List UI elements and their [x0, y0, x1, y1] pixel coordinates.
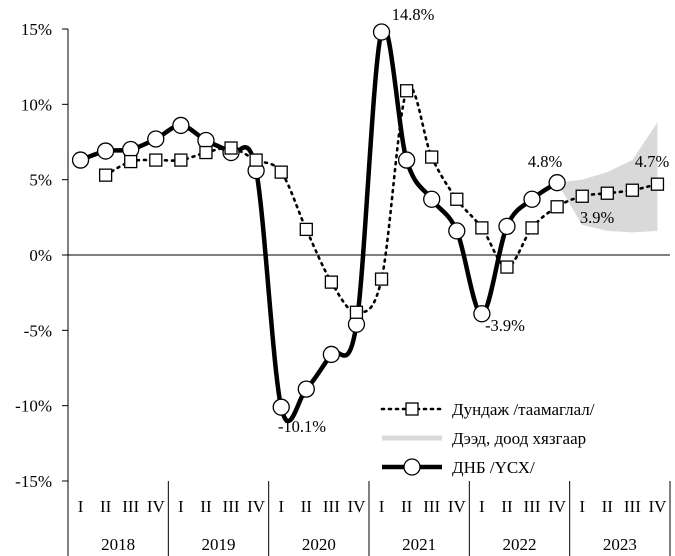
- x-quarter-label: I: [278, 497, 284, 516]
- x-quarter-label: II: [301, 497, 313, 516]
- average-forecast-point: [249, 153, 263, 167]
- y-tick-label: -15%: [15, 472, 52, 491]
- average-forecast-point: [174, 153, 188, 167]
- average-forecast-point: [224, 141, 238, 155]
- gdp-point: [96, 142, 115, 160]
- y-tick-label: -5%: [24, 321, 52, 340]
- x-quarter-label: III: [624, 497, 641, 516]
- gdp-point: [423, 190, 441, 208]
- x-quarter-label: II: [602, 497, 614, 516]
- x-quarter-label: I: [579, 497, 585, 516]
- gdp-point: [322, 345, 341, 364]
- forecast-range-band: [557, 122, 658, 233]
- gdp-point: [548, 174, 566, 192]
- legend-label: Дээд, доод хязгаар: [452, 429, 586, 448]
- x-quarter-label: IV: [147, 497, 166, 516]
- data-label: -3.9%: [485, 316, 525, 335]
- x-year-label: 2021: [402, 535, 436, 554]
- gdp-point: [473, 305, 491, 323]
- gdp-point: [147, 130, 165, 148]
- x-quarter-label: IV: [448, 497, 467, 516]
- data-label: 14.8%: [392, 5, 435, 24]
- x-quarter-label: I: [379, 497, 385, 516]
- y-tick-label: 0%: [29, 246, 52, 265]
- average-forecast-point: [324, 275, 339, 289]
- average-forecast-point: [475, 221, 489, 235]
- gdp-point: [71, 151, 90, 169]
- average-forecast-point: [349, 305, 364, 319]
- gdp-point: [448, 222, 466, 240]
- average-forecast-point: [600, 186, 614, 200]
- average-forecast-point: [650, 177, 665, 191]
- legend-swatch-marker: [403, 458, 421, 476]
- average-forecast-point: [575, 189, 589, 203]
- average-forecast-point: [199, 145, 213, 160]
- average-forecast-point: [374, 272, 389, 286]
- x-quarter-label: IV: [347, 497, 366, 516]
- x-year-label: 2023: [603, 535, 637, 554]
- legend-item-average-forecast: Дундаж /таамаглал/: [380, 400, 595, 419]
- x-quarter-label: II: [100, 497, 112, 516]
- average-forecast-point: [500, 260, 514, 274]
- y-tick-label: 5%: [29, 171, 52, 190]
- x-quarter-label: IV: [548, 497, 567, 516]
- x-quarter-label: III: [524, 497, 541, 516]
- average-forecast-point: [149, 153, 163, 167]
- legend-item-range-band: Дээд, доод хязгаар: [382, 429, 586, 448]
- x-quarter-label: II: [200, 497, 212, 516]
- gdp-point: [372, 23, 391, 41]
- gdp-point: [498, 217, 516, 236]
- x-quarter-label: III: [122, 497, 139, 516]
- series-gdp: [71, 23, 566, 424]
- y-tick-label: 10%: [21, 95, 52, 114]
- x-year-label: 2018: [101, 535, 135, 554]
- data-label: 3.9%: [580, 208, 615, 227]
- x-quarter-label: III: [223, 497, 240, 516]
- axes: [62, 28, 670, 482]
- series-average-forecast: [98, 84, 665, 319]
- x-quarter-label: III: [323, 497, 340, 516]
- x-quarter-label: I: [78, 497, 84, 516]
- average-forecast-point: [299, 222, 313, 237]
- average-forecast-point: [450, 192, 464, 206]
- gdp-point: [297, 380, 315, 398]
- x-quarter-label: II: [501, 497, 513, 516]
- data-label: 4.8%: [528, 152, 563, 171]
- legend-label: Дундаж /таамаглал/: [452, 400, 595, 419]
- average-forecast-point: [550, 200, 564, 214]
- x-year-label: 2020: [302, 535, 336, 554]
- average-forecast-point: [124, 154, 138, 169]
- gdp-point: [172, 116, 190, 135]
- average-forecast-point: [525, 221, 539, 235]
- data-label: 4.7%: [635, 152, 670, 171]
- legend-label: ДНБ /ҮСХ/: [452, 458, 535, 477]
- gdp-point: [397, 151, 416, 169]
- x-quarter-label: II: [401, 497, 413, 516]
- x-quarter-label: IV: [648, 497, 667, 516]
- average-forecast-point: [274, 165, 288, 179]
- legend-item-gdp: ДНБ /ҮСХ/: [382, 458, 535, 477]
- legend-swatch-marker: [405, 402, 419, 416]
- average-forecast-point: [399, 84, 414, 98]
- x-quarter-label: I: [178, 497, 184, 516]
- gdp-point: [272, 398, 290, 416]
- x-year-label: 2019: [202, 535, 236, 554]
- average-forecast-point: [425, 150, 439, 164]
- data-annotations: 14.8% 4.8% 4.7% 3.9% -3.9% -10.1%: [278, 5, 670, 436]
- average-forecast-point: [625, 183, 640, 197]
- legend: Дундаж /таамаглал/Дээд, доод хязгаар ДНБ …: [380, 400, 595, 477]
- x-quarter-label: III: [423, 497, 440, 516]
- x-year-label: 2022: [503, 535, 537, 554]
- x-quarter-label: IV: [247, 497, 266, 516]
- data-label: -10.1%: [278, 417, 326, 436]
- average-forecast-point: [98, 168, 113, 182]
- y-tick-label: 15%: [21, 20, 52, 39]
- y-axis-tick-labels: 15% 10% 5% 0% -5% -10% -15%: [15, 20, 52, 491]
- x-quarter-label: I: [479, 497, 485, 516]
- y-tick-label: -10%: [15, 397, 52, 416]
- gdp-point: [523, 190, 541, 208]
